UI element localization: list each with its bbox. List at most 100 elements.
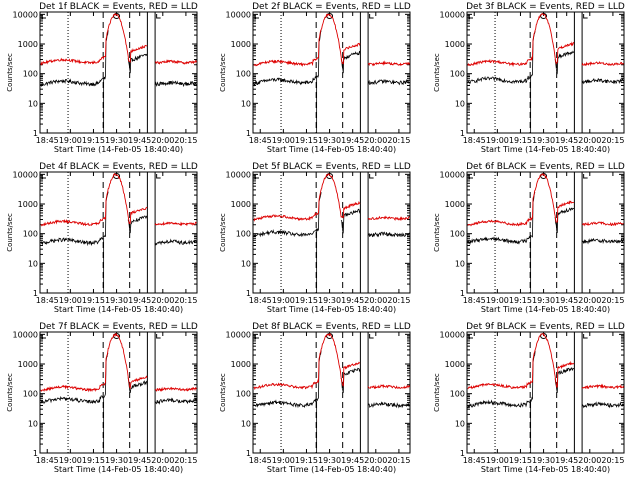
x-tick-label: 19:15 — [295, 136, 318, 145]
x-tick-label: 19:30 — [105, 296, 128, 305]
corner-marker — [369, 174, 374, 179]
x-tick-label: 20:15 — [387, 136, 410, 145]
x-tick-label: 19:00 — [59, 456, 82, 465]
y-tick-label: 100 — [23, 390, 38, 399]
y-axis-label: Counts/sec — [6, 213, 14, 252]
series-events-line — [253, 350, 410, 409]
plot-frame — [39, 11, 198, 134]
x-axis-label: Start Time (14-Feb-05 18:40:40) — [54, 145, 183, 154]
y-tick-label: 1 — [246, 289, 251, 298]
y-axis-label: Counts/sec — [219, 53, 227, 92]
y-tick-label: 1000 — [445, 200, 465, 209]
x-tick-label: 19:30 — [105, 456, 128, 465]
corner-marker — [468, 174, 473, 179]
x-tick-label: 19:15 — [509, 296, 532, 305]
corner-marker — [254, 14, 259, 19]
corner-marker — [468, 14, 473, 19]
panel-title: Det 1f BLACK = Events, RED = LLD — [39, 2, 198, 12]
y-tick-label: 1000 — [18, 40, 38, 49]
y-tick-label: 10 — [455, 419, 465, 428]
x-tick-label: 20:00 — [364, 456, 387, 465]
series-lld-line — [467, 332, 625, 390]
y-tick-label: 1 — [246, 129, 251, 138]
x-tick-label: 20:15 — [601, 296, 624, 305]
series-events-line — [467, 191, 624, 245]
panel-title: Det 2f BLACK = Events, RED = LLD — [252, 2, 411, 12]
x-tick-label: 20:00 — [151, 296, 174, 305]
corner-marker — [254, 334, 259, 339]
y-tick-label: 1000 — [231, 40, 251, 49]
plot-frame — [39, 171, 198, 294]
x-tick-label: 19:00 — [486, 296, 509, 305]
y-tick-label: 1 — [33, 129, 38, 138]
y-tick-label: 1000 — [445, 40, 465, 49]
plot-frame — [252, 171, 411, 294]
x-tick-label: 18:45 — [249, 136, 272, 145]
x-tick-label: 20:15 — [174, 456, 197, 465]
y-tick-label: 100 — [23, 230, 38, 239]
x-tick-label: 19:00 — [486, 136, 509, 145]
y-tick-label: 10000 — [226, 330, 251, 339]
y-tick-label: 100 — [236, 390, 251, 399]
corner-marker — [156, 174, 161, 179]
y-tick-label: 10 — [241, 99, 251, 108]
x-axis-label: Start Time (14-Feb-05 18:40:40) — [267, 145, 396, 154]
x-tick-label: 20:00 — [364, 136, 387, 145]
corner-marker — [41, 14, 46, 19]
plot-frame — [466, 331, 625, 454]
x-tick-label: 19:30 — [105, 136, 128, 145]
y-axis-label: Counts/sec — [433, 53, 441, 92]
x-tick-label: 19:15 — [82, 136, 105, 145]
x-tick-label: 19:15 — [82, 296, 105, 305]
y-tick-label: 10000 — [440, 10, 465, 19]
y-tick-label: 1 — [246, 449, 251, 458]
series-lld-line — [40, 332, 197, 393]
x-tick-label: 19:45 — [128, 296, 151, 305]
y-tick-label: 1000 — [18, 360, 38, 369]
x-tick-label: 19:45 — [341, 296, 364, 305]
x-axis-label: Start Time (14-Feb-05 18:40:40) — [267, 305, 396, 314]
y-tick-label: 10000 — [13, 10, 38, 19]
x-tick-label: 20:15 — [601, 456, 624, 465]
series-lld-line — [467, 173, 624, 227]
corner-marker — [583, 174, 588, 179]
x-tick-label: 19:00 — [486, 456, 509, 465]
x-axis-label: Start Time (14-Feb-05 18:40:40) — [481, 465, 610, 474]
series-events-line — [253, 192, 410, 238]
corner-marker — [583, 334, 588, 339]
y-tick-label: 100 — [450, 230, 465, 239]
x-axis-label: Start Time (14-Feb-05 18:40:40) — [54, 305, 183, 314]
x-axis-label: Start Time (14-Feb-05 18:40:40) — [481, 145, 610, 154]
y-tick-label: 10 — [455, 259, 465, 268]
x-tick-label: 19:30 — [318, 456, 341, 465]
y-tick-label: 10000 — [226, 170, 251, 179]
x-tick-label: 19:00 — [272, 296, 295, 305]
x-tick-label: 19:15 — [295, 296, 318, 305]
y-tick-label: 10 — [241, 419, 251, 428]
panel-title: Det 7f BLACK = Events, RED = LLD — [39, 322, 198, 332]
x-tick-label: 19:15 — [509, 136, 532, 145]
y-axis-label: Counts/sec — [219, 213, 227, 252]
x-tick-label: 20:00 — [151, 136, 174, 145]
x-tick-label: 18:45 — [249, 296, 272, 305]
x-axis-label: Start Time (14-Feb-05 18:40:40) — [481, 305, 610, 314]
x-tick-label: 18:45 — [36, 136, 59, 145]
x-tick-label: 20:15 — [174, 296, 197, 305]
panel-title: Det 8f BLACK = Events, RED = LLD — [252, 322, 411, 332]
plot-frame — [252, 331, 411, 454]
corner-marker — [369, 14, 374, 19]
x-tick-label: 19:30 — [532, 456, 555, 465]
y-tick-label: 10 — [28, 99, 38, 108]
series-events-line — [467, 350, 624, 409]
x-tick-label: 19:45 — [128, 136, 151, 145]
series-lld-line — [40, 172, 197, 227]
y-axis-label: Counts/sec — [6, 53, 14, 92]
plot-frame — [39, 331, 198, 454]
panel-title: Det 3f BLACK = Events, RED = LLD — [466, 2, 625, 12]
